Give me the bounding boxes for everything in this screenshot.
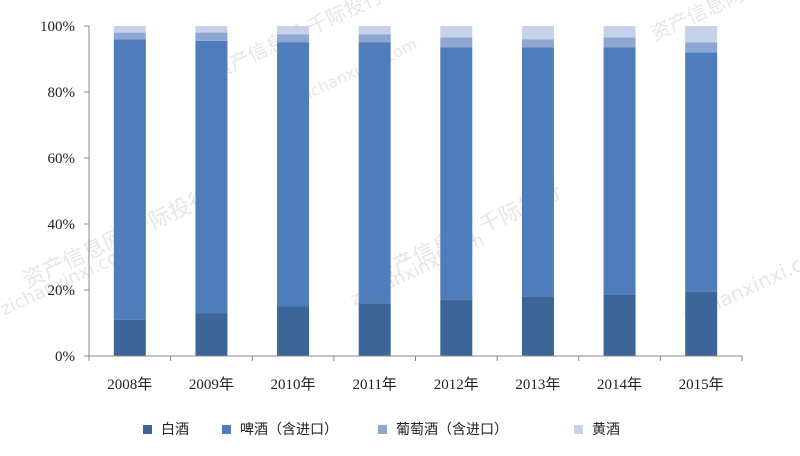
bar-segment [603, 26, 636, 38]
bar-stack [277, 26, 310, 356]
bar-segment [521, 47, 554, 297]
bar-segment [521, 296, 554, 356]
legend-label: 葡萄酒（含进口） [396, 422, 508, 438]
x-tick-label: 2015年 [679, 376, 724, 393]
y-tick-label: 100% [40, 19, 75, 35]
bar-segment [440, 26, 473, 38]
bar-segment [195, 313, 228, 356]
bar-stack [685, 26, 718, 356]
bar-segment [277, 42, 310, 307]
bar-segment [358, 34, 391, 43]
bar-stack [358, 26, 391, 356]
bar-segment [685, 291, 718, 356]
bar-segment [440, 47, 473, 300]
x-tick-label: 2014年 [597, 376, 642, 393]
x-tick-label: 2013年 [515, 376, 560, 393]
y-tick-label: 40% [48, 217, 76, 233]
legend: 白酒 啤酒（含进口） 葡萄酒（含进口） 黄酒 [143, 421, 620, 438]
x-tick-label: 2012年 [434, 376, 479, 393]
bar-segment [521, 39, 554, 48]
bar-stack [440, 26, 473, 356]
legend-label: 白酒 [161, 422, 189, 438]
axes-layer: 0% 20% 40% 60% 80% 100% 2008年 2009年 2010年 2011年 20… [40, 19, 743, 393]
bar-stack [521, 26, 554, 356]
x-tick-label: 2009年 [189, 376, 234, 393]
y-tick-label: 0% [55, 349, 75, 365]
x-tick-label: 2011年 [352, 376, 396, 393]
bar-segment [440, 37, 473, 48]
bar-segment [603, 294, 636, 356]
bar-segment [685, 52, 718, 292]
bar-stack [603, 26, 636, 356]
bar-segment [603, 47, 636, 295]
legend-item: 啤酒（含进口） [222, 422, 338, 438]
legend-label: 啤酒（含进口） [240, 422, 338, 438]
bar-stack [113, 26, 146, 356]
bar-segment [521, 26, 554, 40]
legend-item: 葡萄酒（含进口） [378, 422, 508, 438]
legend-swatch [143, 425, 152, 434]
x-tick-label: 2010年 [271, 376, 316, 393]
y-tick-label: 20% [48, 283, 76, 299]
legend-item: 黄酒 [574, 421, 620, 438]
bar-segment [195, 32, 228, 41]
bar-segment [195, 40, 228, 314]
legend-swatch [378, 425, 387, 434]
y-tick-label: 60% [48, 151, 76, 167]
bar-segment [195, 26, 228, 33]
bars-layer [113, 26, 718, 356]
legend-swatch [574, 425, 583, 434]
bar-segment [277, 306, 310, 356]
bar-segment [113, 319, 146, 356]
x-tick-label: 2008年 [107, 376, 152, 393]
bar-segment [113, 32, 146, 40]
bar-segment [685, 26, 718, 43]
legend-swatch [222, 425, 231, 434]
bar-segment [358, 26, 391, 35]
watermark-text: zichanxinxi.com [295, 34, 420, 106]
bar-segment [113, 39, 146, 320]
bar-segment [685, 42, 718, 53]
bar-segment [277, 26, 310, 35]
bar-segment [113, 26, 146, 33]
legend-label: 黄酒 [592, 421, 620, 438]
bar-segment [358, 42, 391, 304]
y-tick-label: 80% [48, 85, 76, 101]
legend-item: 白酒 [143, 422, 189, 438]
bar-stack [195, 26, 228, 356]
bar-segment [603, 37, 636, 48]
bar-segment [358, 303, 391, 356]
bar-segment [440, 299, 473, 356]
bar-segment [277, 34, 310, 43]
